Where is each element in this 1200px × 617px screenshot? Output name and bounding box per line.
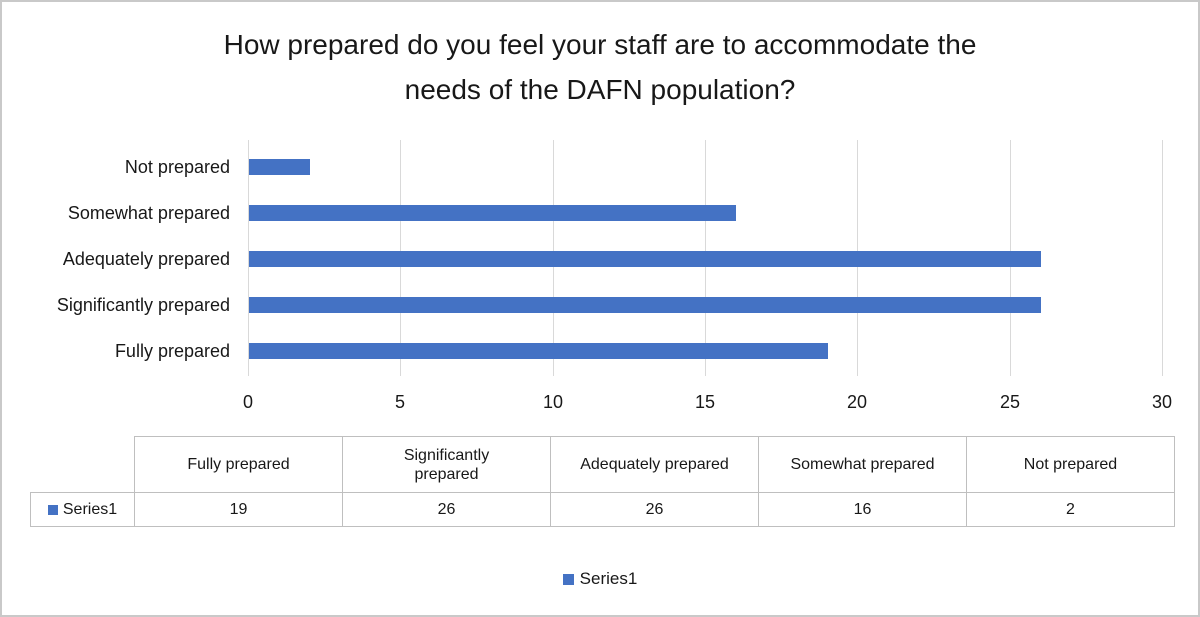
- x-tick-label: 15: [694, 392, 716, 412]
- category-label: Adequately prepared: [62, 248, 230, 269]
- legend-label: Series1: [579, 569, 638, 588]
- chart-title-line2: needs of the DAFN population?: [404, 74, 796, 105]
- x-tick-label: 0: [242, 392, 254, 412]
- series-key-icon: [47, 504, 58, 515]
- table-value-cell: 16: [758, 492, 967, 527]
- table-value-cell: 19: [134, 492, 343, 527]
- gridline-30: [1162, 140, 1163, 376]
- plot-area: [248, 140, 1163, 376]
- table-value-cell: 2: [966, 492, 1175, 527]
- table-header-cell: Adequately prepared: [550, 436, 759, 493]
- value-axis-labels: 0 5 10 15 20 25 30: [243, 392, 1172, 414]
- table-series-cell: Series1: [30, 492, 135, 527]
- chart-title-line1: How prepared do you feel your staff are …: [223, 29, 977, 60]
- series-name: Series1: [62, 500, 118, 518]
- x-tick-label: 30: [1151, 392, 1173, 412]
- x-tick-label: 20: [846, 392, 868, 412]
- bar-fully-prepared: [249, 343, 828, 359]
- table-header-cell: Not prepared: [966, 436, 1175, 493]
- bar-significantly-prepared: [249, 297, 1041, 313]
- legend-marker-icon: [562, 573, 574, 585]
- x-tick-label: 10: [542, 392, 564, 412]
- table-value-cell: 26: [342, 492, 551, 527]
- category-label: Significantly prepared: [56, 294, 230, 315]
- table-header-cell: Fully prepared: [134, 436, 343, 493]
- category-label: Not prepared: [124, 156, 230, 177]
- table-header-label: Not prepared: [1023, 456, 1118, 473]
- table-header-label: Significantly prepared: [403, 446, 490, 483]
- gridline-0: [248, 140, 249, 376]
- x-tick-label: 25: [999, 392, 1021, 412]
- category-label: Somewhat prepared: [67, 202, 230, 223]
- table-corner-cell: [31, 437, 135, 493]
- bar-adequately-prepared: [249, 251, 1041, 267]
- legend: Series1: [2, 569, 1198, 589]
- table-header-label: Adequately prepared: [580, 456, 729, 473]
- table-header-label: Fully prepared: [187, 456, 290, 473]
- x-tick-label: 5: [394, 392, 406, 412]
- chart-title: How prepared do you feel your staff are …: [2, 22, 1198, 112]
- category-axis-labels: Not prepared Somewhat prepared Adequately …: [2, 144, 230, 374]
- bar-somewhat-prepared: [249, 205, 736, 221]
- table-header-cell: Somewhat prepared: [758, 436, 967, 493]
- table-value-cell: 26: [550, 492, 759, 527]
- bar-not-prepared: [249, 159, 310, 175]
- category-label: Fully prepared: [114, 340, 230, 361]
- table-header-label: Somewhat prepared: [790, 456, 935, 473]
- table-header-cell: Significantly prepared: [342, 436, 551, 493]
- data-table: Fully prepared Significantly prepared Adeq…: [30, 436, 1175, 527]
